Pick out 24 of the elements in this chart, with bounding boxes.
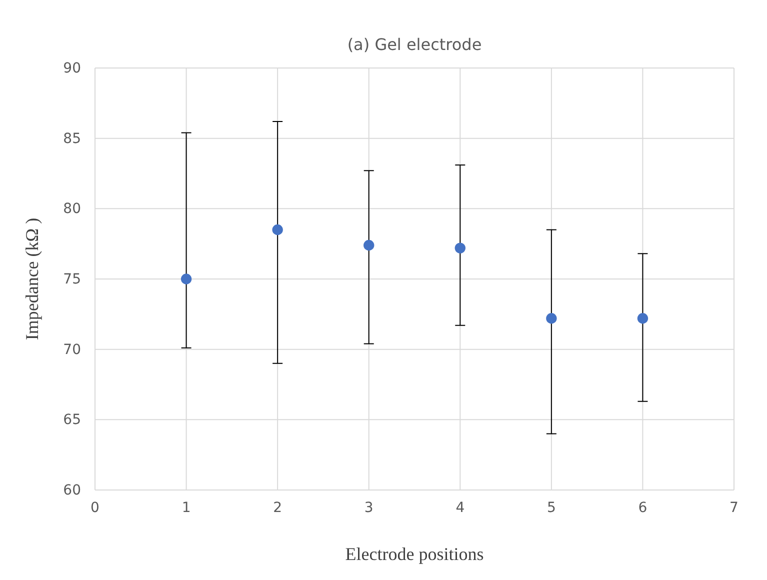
point	[180, 274, 192, 284]
point	[272, 224, 283, 236]
y-tick-label: 75	[63, 271, 81, 288]
y-tick-label: 70	[63, 342, 81, 358]
y-tick-label: 90	[63, 60, 81, 76]
point	[546, 313, 557, 324]
x-axis-title: Electrode positions	[345, 544, 484, 564]
y-tick-label: 80	[63, 201, 81, 218]
point	[364, 240, 374, 251]
chart-title: (a) Gel electrode	[347, 35, 482, 54]
point	[637, 313, 648, 324]
y-tick-label: 85	[63, 130, 81, 147]
y-axis-title: Impedance (kΩ )	[22, 218, 42, 340]
x-tick-label: 5	[546, 500, 556, 516]
x-tick-label: 3	[364, 500, 374, 516]
point	[454, 242, 466, 254]
y-tick-label: 60	[63, 482, 81, 498]
y-tick-label: 65	[63, 412, 81, 428]
x-tick-label: 0	[90, 500, 100, 516]
x-tick-label: 7	[730, 500, 738, 516]
x-tick-label: 1	[182, 500, 191, 516]
x-tick-label: 4	[456, 500, 465, 516]
x-tick-label: 6	[638, 500, 648, 516]
x-tick-label: 2	[273, 500, 282, 516]
